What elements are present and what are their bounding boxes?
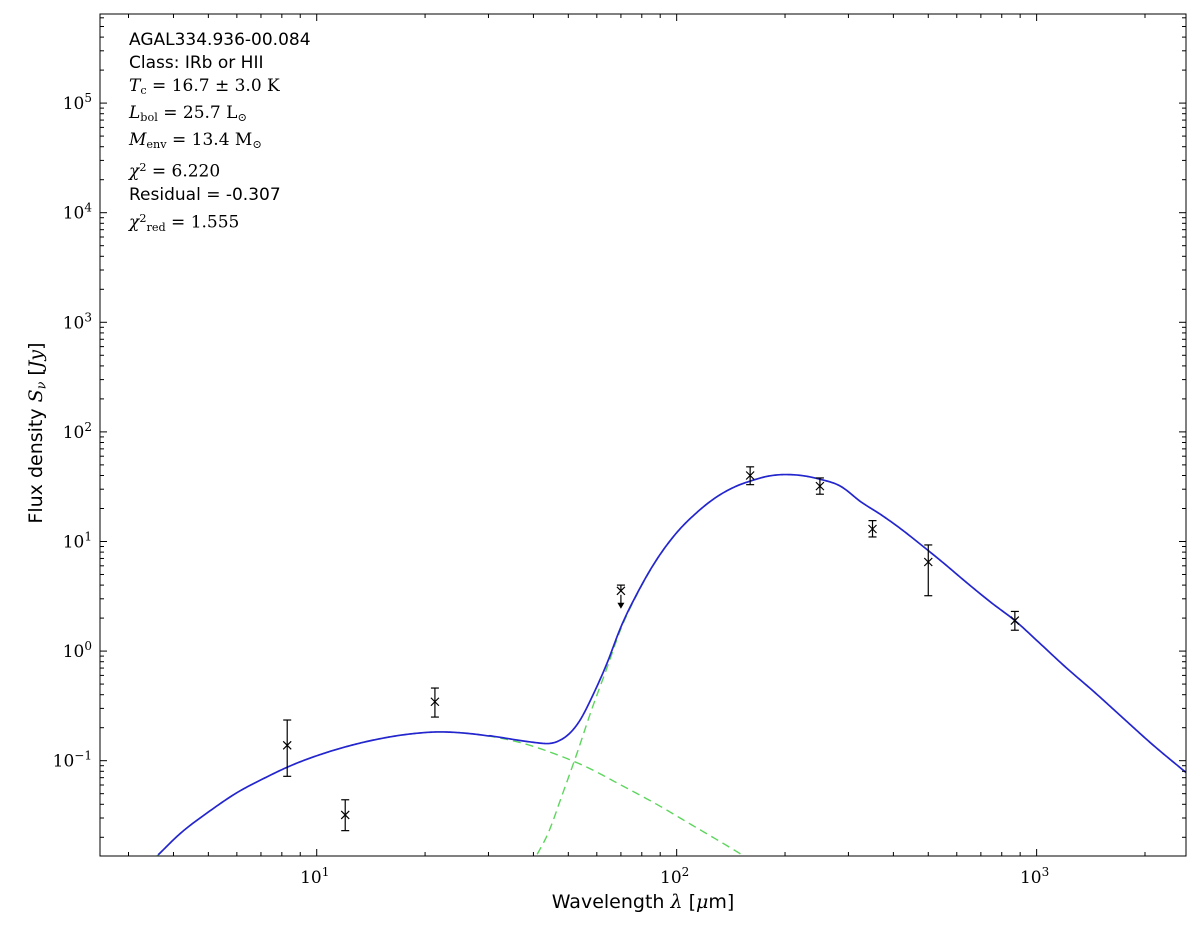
annotation-line: Class: IRb or HII xyxy=(129,53,264,73)
data-point xyxy=(815,477,825,495)
annotation-line: Menv = 13.4 M⊙ xyxy=(129,130,262,152)
annotation-line: Lbol = 25.7 L⊙ xyxy=(129,103,247,125)
x-tick-label: 102 xyxy=(660,865,689,888)
y-tick-label: 10−1 xyxy=(53,749,92,772)
data-point xyxy=(868,520,877,538)
y-tick-label: 101 xyxy=(63,529,92,552)
y-tick-label: 103 xyxy=(63,310,92,333)
fit-annotation: AGAL334.936-00.084 Class: IRb or HII Tc = … xyxy=(129,29,311,239)
data-point xyxy=(430,687,440,718)
data-point xyxy=(616,584,626,609)
axes-frame xyxy=(99,13,1187,857)
data-point xyxy=(282,719,292,777)
y-tick-label: 102 xyxy=(63,420,92,443)
data-points xyxy=(282,466,1020,832)
data-point xyxy=(340,799,350,832)
x-axis-label: Wavelength λ [μm] xyxy=(551,891,735,913)
data-point xyxy=(923,544,933,597)
x-tick-label: 103 xyxy=(1020,865,1049,888)
tick-labels: 101 102 103 10−1 100 101 102 103 104 105 xyxy=(53,91,1050,888)
annotation-line: Tc = 16.7 ± 3.0 K xyxy=(129,76,280,98)
y-tick-label: 100 xyxy=(63,639,92,662)
annotation-line: χ2 = 6.220 xyxy=(129,161,221,183)
x-tick-label: 101 xyxy=(300,865,329,888)
data-point xyxy=(745,466,755,486)
axis-ticks xyxy=(100,14,1186,856)
annotation-line: χ2red = 1.555 xyxy=(129,212,240,234)
annotation-line: Residual = -0.307 xyxy=(129,185,281,206)
data-point xyxy=(1010,610,1020,631)
y-tick-label: 105 xyxy=(63,91,92,114)
y-tick-label: 104 xyxy=(63,201,93,224)
annotation-line: AGAL334.936-00.084 xyxy=(129,30,311,50)
y-axis-label: Flux density Sν [Jy] xyxy=(25,342,49,524)
